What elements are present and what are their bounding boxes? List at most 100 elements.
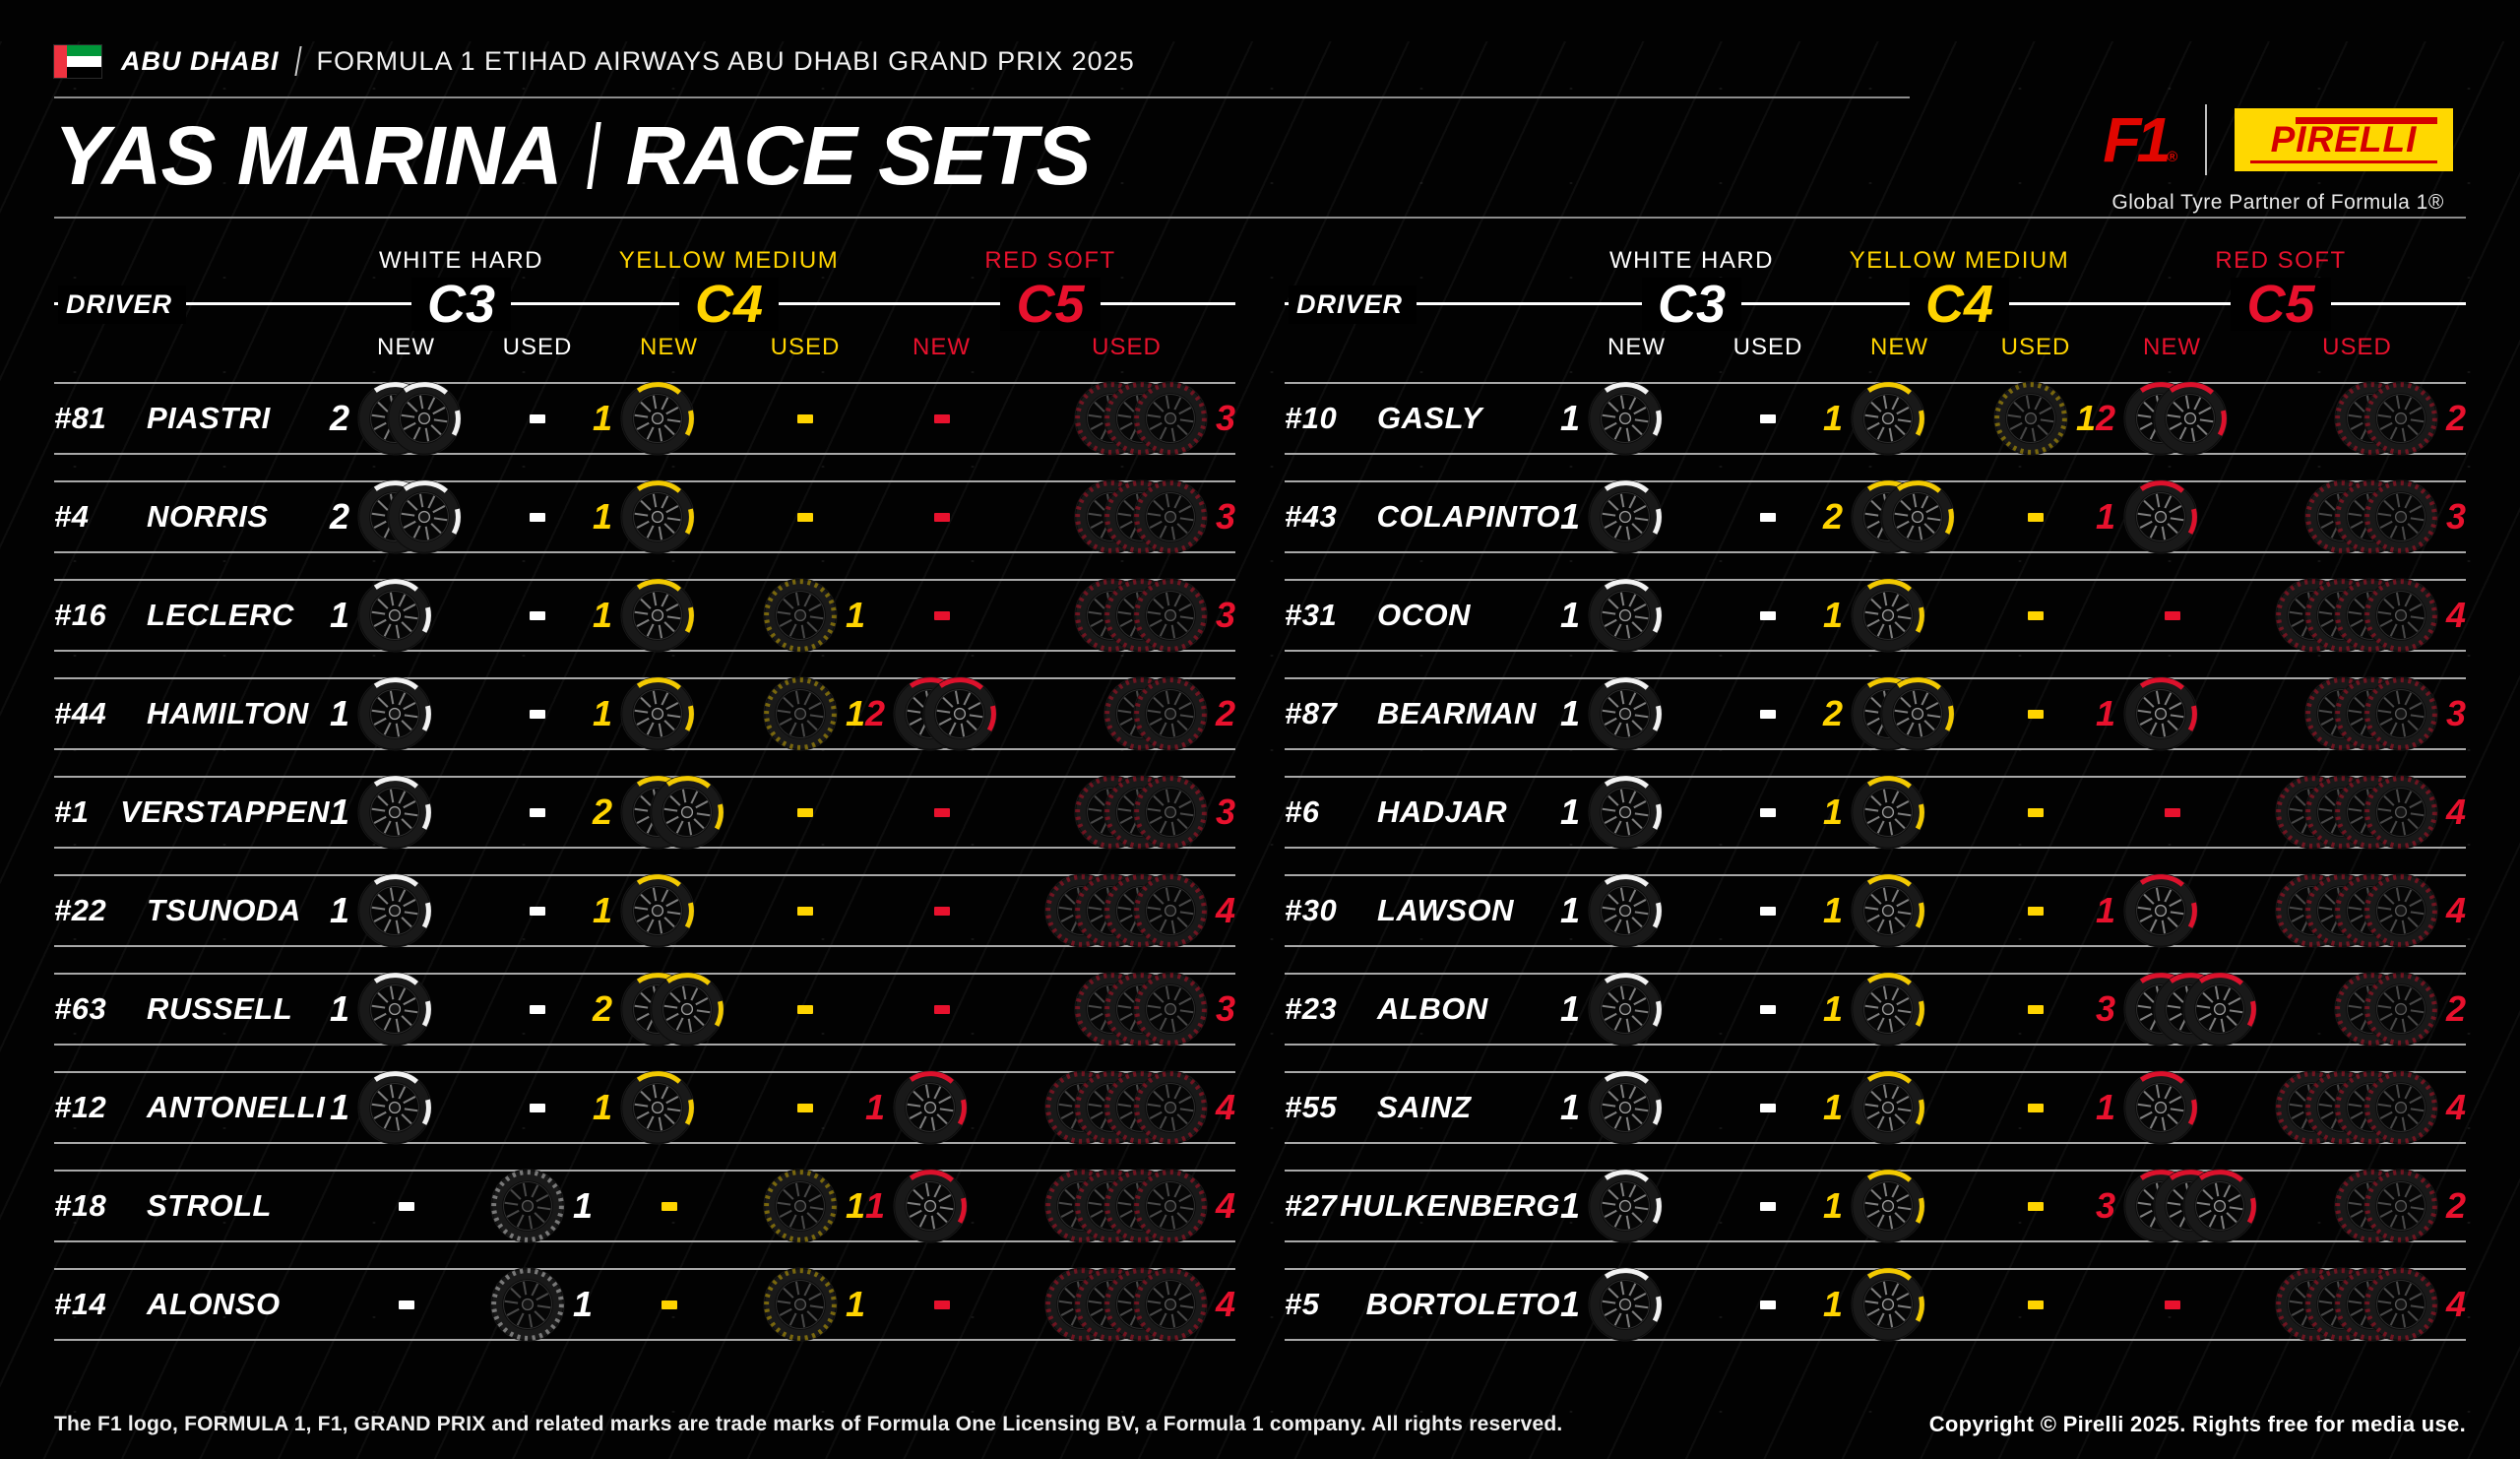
c3-used-cell	[1713, 581, 1823, 650]
c4-used-cell	[1976, 876, 2096, 945]
driver-name: HULKENBERG	[1340, 1188, 1560, 1223]
no-set-dash	[1760, 1300, 1776, 1309]
set-count: 1	[1823, 1284, 1844, 1324]
c3-new-cell	[330, 1270, 482, 1339]
no-set-dash	[1760, 807, 1776, 817]
tyre-icon-used	[1133, 972, 1208, 1047]
no-set-dash	[2028, 1103, 2044, 1112]
c5-new-cell: 2	[865, 676, 1018, 751]
c5-used-cell: 4	[1018, 1267, 1235, 1342]
set-count: 1	[1823, 792, 1844, 832]
tyre-icons	[1588, 775, 1663, 850]
tyre-icons	[357, 676, 432, 751]
c3-used-cell	[482, 778, 593, 847]
tyre-icons	[2123, 676, 2198, 751]
driver-number: #43	[1285, 499, 1338, 534]
driver-cell: #23 ALBON	[1285, 975, 1560, 1044]
no-set-dash	[1760, 1201, 1776, 1211]
driver-name: COLAPINTO	[1376, 499, 1560, 534]
no-set-dash	[797, 1004, 813, 1014]
new-used-row: NEW USED NEW USED NEW USED	[1285, 329, 2466, 366]
new-label: NEW	[1607, 334, 1666, 360]
tyre-icon-used	[1993, 381, 2068, 456]
tyre-icon-used	[763, 1267, 838, 1342]
c4-new-cell: 1	[1823, 1169, 1976, 1243]
no-set-dash	[530, 610, 545, 620]
tyre-icon-used	[1133, 578, 1208, 653]
tyre-icon-used	[763, 1169, 838, 1243]
no-set-dash	[2028, 610, 2044, 620]
tyre-icon-new	[2123, 1070, 2198, 1145]
set-count: 1	[330, 595, 350, 635]
no-set-dash	[530, 709, 545, 719]
set-count: 1	[330, 1087, 350, 1127]
set-count: 1	[572, 1284, 593, 1324]
driver-name: VERSTAPPEN	[120, 794, 330, 829]
driver-row: #12 ANTONELLI 1 1 1 4	[54, 1070, 1235, 1145]
tyre-icon-new	[2182, 972, 2257, 1047]
tyre-icons	[620, 676, 695, 751]
c3-new-cell: 1	[330, 578, 482, 653]
driver-number: #31	[1285, 598, 1338, 632]
set-count: 1	[2096, 1087, 2116, 1127]
driver-row: #31 OCON 1 1 4	[1285, 578, 2466, 653]
no-set-dash	[2164, 610, 2180, 620]
set-count: 1	[845, 595, 865, 635]
used-label: USED	[1732, 334, 1803, 360]
driver-row: #4 NORRIS 2 1 3	[54, 479, 1235, 554]
no-set-dash	[1760, 512, 1776, 522]
event-title: FORMULA 1 ETIHAD AIRWAYS ABU DHABI GRAND…	[316, 45, 1135, 76]
driver-row: #5 BORTOLETO 1 1 4	[1285, 1267, 2466, 1342]
tyre-icons	[1044, 1267, 1208, 1342]
c5-new-cell	[865, 876, 1018, 945]
tyre-icon-new	[922, 676, 997, 751]
set-count: 1	[2096, 890, 2116, 930]
tyre-icon-new	[1588, 676, 1663, 751]
no-set-dash	[1760, 906, 1776, 916]
driver-name: ALBON	[1377, 991, 1488, 1026]
set-count: 1	[1560, 890, 1581, 930]
set-count: 1	[845, 1284, 865, 1324]
c5-used-cell: 3	[2248, 676, 2466, 751]
set-count: 1	[1560, 792, 1581, 832]
new-label: NEW	[1870, 334, 1928, 360]
tyre-icons	[1851, 972, 1925, 1047]
driver-cell: #5 BORTOLETO	[1285, 1270, 1560, 1339]
f1-logo: F1®	[2103, 104, 2177, 175]
tyre-icons	[2334, 1169, 2438, 1243]
no-set-dash	[530, 906, 545, 916]
tyre-icon-new	[357, 972, 432, 1047]
c3-new-cell: 1	[1560, 1070, 1713, 1145]
no-set-dash	[933, 512, 950, 522]
tyre-icons	[1588, 873, 1663, 948]
tyre-icons	[1851, 676, 1955, 751]
new-label: NEW	[913, 334, 971, 360]
infographic-type: RACE SETS	[625, 109, 1092, 202]
c5-used-cell: 4	[1018, 873, 1235, 948]
c3-used-cell	[1713, 679, 1823, 748]
tyre-icons	[2275, 1070, 2438, 1145]
set-count: 1	[1560, 693, 1581, 733]
compound-name: YELLOW MEDIUM	[618, 247, 840, 274]
tyre-icons	[1851, 775, 1925, 850]
set-count: 3	[1215, 792, 1235, 832]
compound-name: WHITE HARD	[1609, 247, 1774, 274]
c5-used-cell: 2	[2248, 381, 2466, 456]
set-count: 1	[593, 398, 613, 438]
tyre-icons	[357, 381, 462, 456]
c5-used-cell: 3	[1018, 775, 1235, 850]
set-count: 1	[2096, 693, 2116, 733]
tyre-icons	[763, 1169, 838, 1243]
c5-new-cell: 1	[2096, 1070, 2248, 1145]
tyre-icon-new	[1588, 1070, 1663, 1145]
driver-cell: #10 GASLY	[1285, 384, 1560, 453]
tyre-icons	[1044, 873, 1208, 948]
set-count: 1	[593, 693, 613, 733]
tyre-icon-new	[1588, 775, 1663, 850]
c5-new-cell	[865, 975, 1018, 1044]
tyre-icons	[620, 972, 724, 1047]
driver-name: SAINZ	[1377, 1090, 1472, 1124]
c4-new-cell: 1	[593, 676, 745, 751]
pirelli-logo: PIRELLI	[2235, 108, 2453, 171]
driver-row: #18 STROLL 1 1 1 4	[54, 1169, 1235, 1243]
